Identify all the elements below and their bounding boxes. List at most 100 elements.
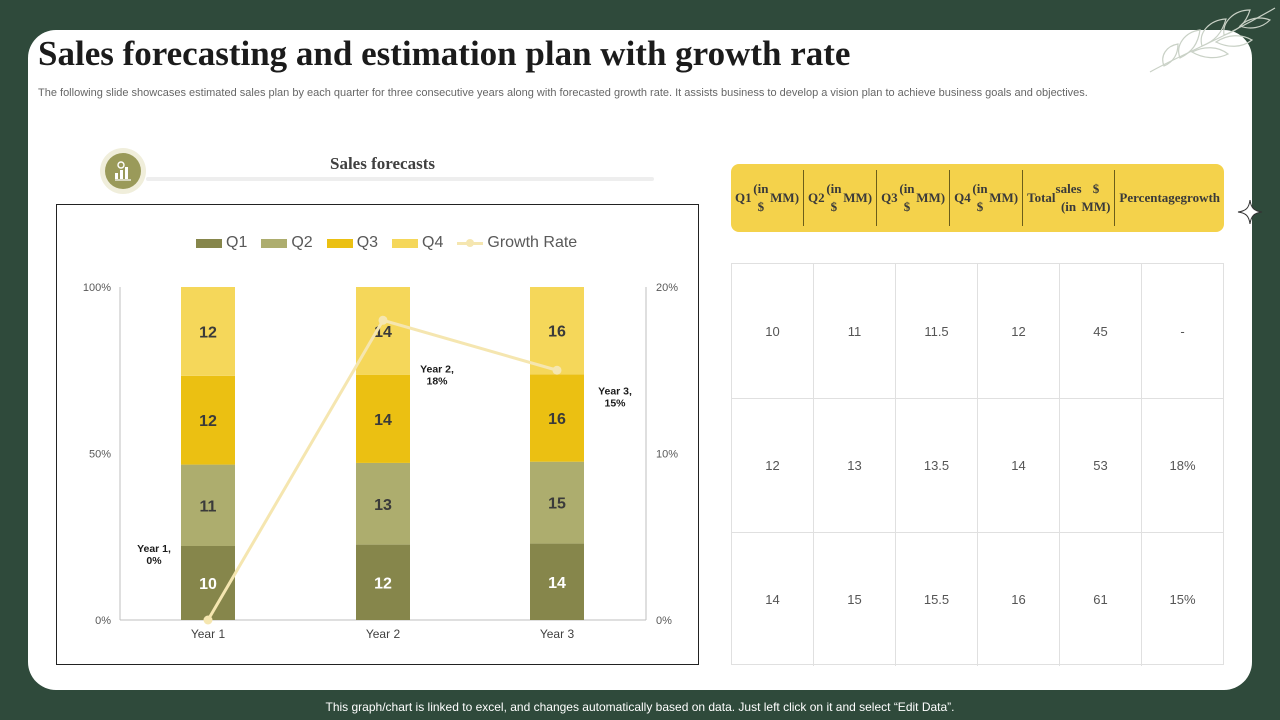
data-label: 10 <box>199 576 217 593</box>
chart-heading-rule <box>146 177 654 181</box>
legend-item-q1: Q1 <box>196 234 247 252</box>
table-body: 10 11 11.5 12 45-12 13 13.5 14 53 18% 14 15 15.5 16 61… <box>731 263 1224 666</box>
table-header-line: (in $ <box>826 181 842 214</box>
growth-annotation: 15% <box>604 397 626 409</box>
table-header-cell: Q4 (in $ MM) <box>949 170 1022 226</box>
table-header-line: (in $ <box>899 181 915 214</box>
legend-swatch-q1 <box>196 238 222 248</box>
table-cell: 11 <box>813 264 895 398</box>
legend-swatch-q4 <box>392 238 419 248</box>
table-cell: 18% <box>1141 399 1223 532</box>
table-cell: 12 <box>765 458 780 473</box>
table-header-line: Percentage <box>1119 190 1181 206</box>
table-cell: 15.5 <box>895 533 977 666</box>
table-header-line: Q3 <box>881 190 898 206</box>
table-header-line: MM) <box>916 190 946 206</box>
footer-note: This graph/chart is linked to excel, and… <box>325 700 955 714</box>
page-title: Sales forecasting and estimation plan wi… <box>38 34 851 73</box>
data-label: 16 <box>548 324 566 341</box>
legend-swatch-q2 <box>261 238 288 248</box>
legend-item-q2: Q2 <box>261 234 313 252</box>
growth-annotation: Year 2, <box>420 363 454 375</box>
table-cell: 15% <box>1141 533 1223 666</box>
table-cell: 15 <box>813 533 895 666</box>
table-header-line: Q2 <box>808 190 825 206</box>
chart-legend: Q1 Q2 Q3 Q4 Growth Rate <box>196 234 591 252</box>
table-cell: 45 <box>1059 264 1141 398</box>
table-cell: 14 <box>977 399 1059 532</box>
legend-item-q3: Q3 <box>326 234 378 252</box>
bar-segment <box>181 287 235 376</box>
legend-item-q4: Q4 <box>392 234 443 252</box>
table-cell: 16 <box>977 533 1059 666</box>
table-cell: 13 <box>813 399 895 532</box>
chart-badge <box>100 148 146 194</box>
bar-segment <box>530 287 584 375</box>
data-label: 11 <box>200 498 217 515</box>
y-tick-label: 50% <box>89 449 111 461</box>
y2-tick-label: 20% <box>656 282 678 294</box>
legend-swatch-q3 <box>326 238 353 248</box>
table-cell: 14 <box>765 592 780 607</box>
table-cell: 10 <box>765 323 780 339</box>
data-label: 14 <box>374 412 392 429</box>
table-header-line: $ MM) <box>1081 181 1111 214</box>
growth-annotation: 18% <box>426 375 448 387</box>
y-tick-label: 100% <box>83 282 111 294</box>
growth-rate-point <box>552 365 562 375</box>
chart-heading: Sales forecasts <box>100 148 660 196</box>
data-label: 12 <box>199 413 217 430</box>
legend-item-growth-rate: Growth Rate <box>457 234 577 252</box>
table-row: 14 15 15.5 16 61 15% <box>732 532 1223 666</box>
table-header-cell: Total sales (in $ MM) <box>1022 170 1114 226</box>
table-row: 12 13 13.5 14 53 18% <box>732 398 1223 532</box>
table-header-line: (in $ <box>753 181 769 214</box>
table-header-line: MM) <box>843 190 873 206</box>
table-header-line: growth <box>1180 190 1221 206</box>
table-header-line: MM) <box>770 190 800 206</box>
bar-segment <box>181 464 235 546</box>
x-tick-label: Year 3 <box>540 627 575 641</box>
chart-section-label: Sales forecasts <box>330 154 435 173</box>
table-header-line: sales (in <box>1055 181 1082 214</box>
table-header-line: MM) <box>989 190 1019 206</box>
data-label: 12 <box>199 324 217 341</box>
growth-annotation: Year 1, <box>137 543 171 555</box>
bar-segment <box>181 546 235 620</box>
growth-annotation: 0% <box>146 555 162 567</box>
x-tick-label: Year 1 <box>191 627 226 641</box>
table-header-cell: Percentage growth <box>1114 170 1224 226</box>
table-row: 10 11 11.5 12 45- <box>732 264 1223 398</box>
table-cell: - <box>1141 264 1223 398</box>
legend-swatch-growth <box>457 238 484 248</box>
bar-segment <box>530 543 584 620</box>
table-cell: 11.5 <box>895 264 977 398</box>
table-header-cell: Q2 (in $ MM) <box>803 170 876 226</box>
bar-segment <box>530 461 584 544</box>
data-label: 16 <box>548 411 566 428</box>
page-subtitle: The following slide showcases estimated … <box>38 87 1088 99</box>
table-header: Q1 (in $ MM) Q2 (in $ MM) Q3 (in $ MM) Q4 (in $ MM)… <box>731 164 1224 232</box>
table-header-cell: Q1 (in $ MM) <box>731 170 803 226</box>
bar-segment <box>356 544 410 620</box>
table-cell: 61 <box>1059 533 1141 666</box>
table-cell: 53 <box>1059 399 1141 532</box>
bar-segment <box>356 462 410 545</box>
y2-tick-label: 0% <box>656 615 672 627</box>
data-label: 13 <box>374 497 392 514</box>
table-header-line: Q4 <box>954 190 971 206</box>
table-header-cell: Q3 (in $ MM) <box>876 170 949 226</box>
table-cell: 13.5 <box>895 399 977 532</box>
leaves-decoration <box>1149 7 1276 73</box>
data-label: 12 <box>374 575 392 592</box>
growth-annotation: Year 3, <box>598 385 632 397</box>
sparkle-icon <box>1237 199 1263 225</box>
bar-segment <box>530 374 584 462</box>
table-header-line: Total <box>1027 190 1056 206</box>
table-header-line: Q1 <box>735 190 752 206</box>
chart-growth-icon <box>115 161 131 181</box>
table-header-line: (in $ <box>972 181 988 214</box>
x-tick-label: Year 2 <box>366 627 401 641</box>
bar-segment <box>181 375 235 465</box>
